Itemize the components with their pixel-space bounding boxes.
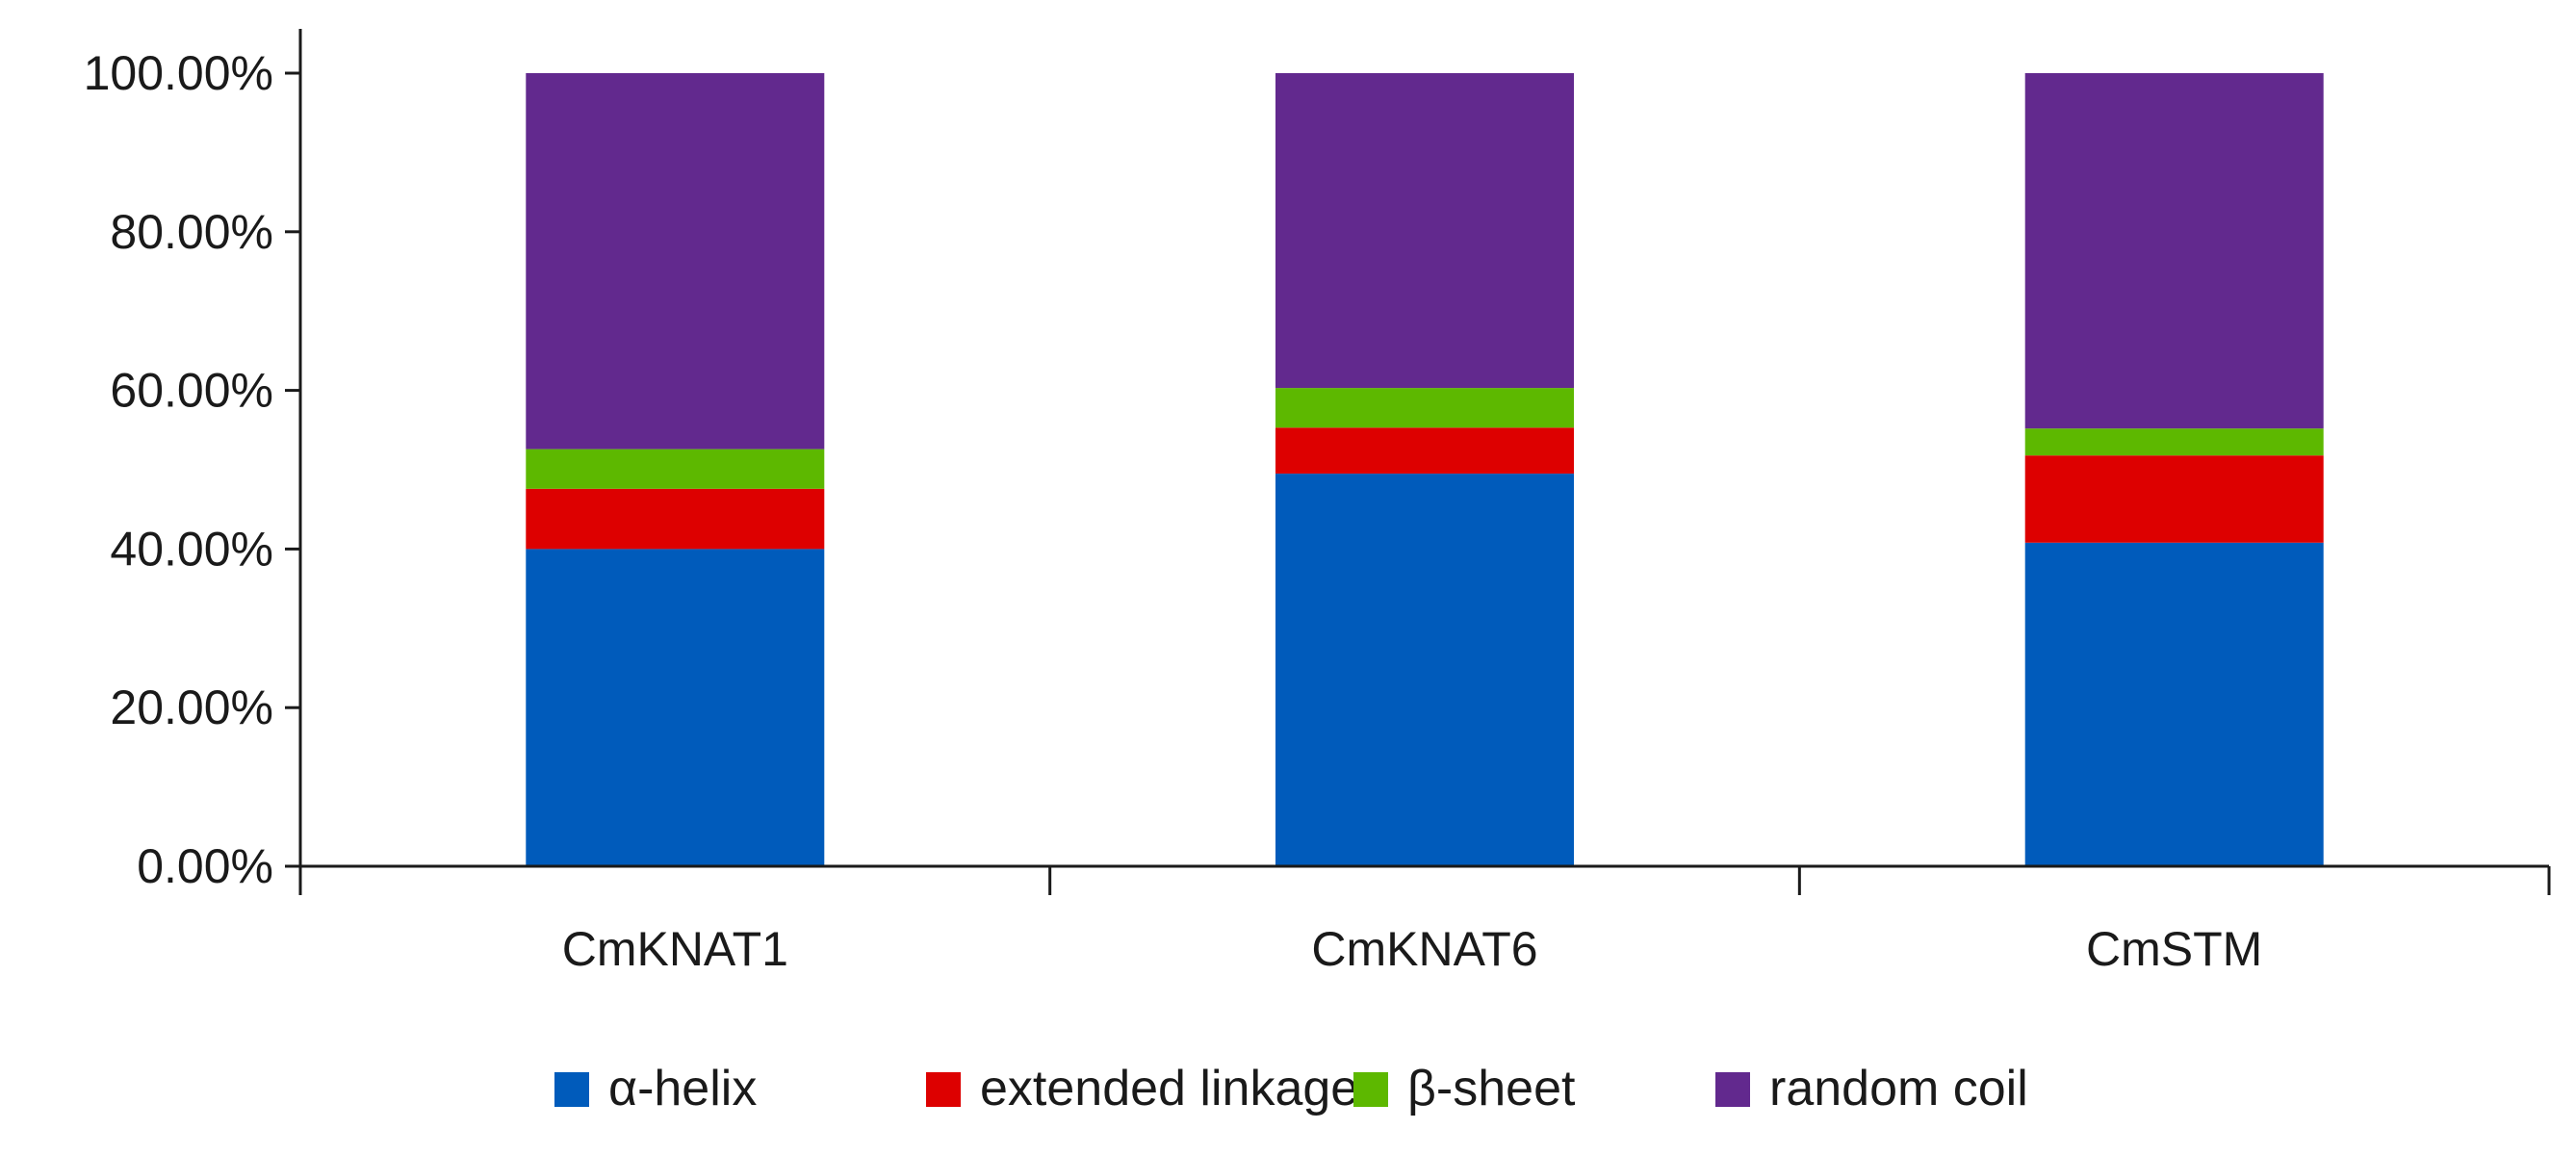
- legend: α-helix extended linkage β-sheet random coi…: [554, 1061, 2028, 1116]
- bar-segment-cmknat1-3: [526, 73, 825, 449]
- y-tick-label: 0.00%: [137, 839, 273, 893]
- x-tick-label: CmKNAT6: [1311, 922, 1537, 976]
- legend-label: α-helix: [608, 1061, 757, 1116]
- legend-swatch: [1353, 1072, 1388, 1107]
- bar-segment-cmknat6-3: [1275, 73, 1574, 389]
- bar-segment-cmknat6-2: [1275, 388, 1574, 428]
- bar-segment-cmknat1-1: [526, 488, 825, 550]
- bar-segment-cmknat1-2: [526, 449, 825, 489]
- y-tick-label: 100.00%: [84, 46, 273, 100]
- bar-segment-cmknat6-1: [1275, 427, 1574, 475]
- bar-segment-cmknat6-0: [1275, 474, 1574, 866]
- bar-segment-cmstm-3: [2024, 73, 2324, 429]
- legend-label: random coil: [1769, 1061, 2028, 1116]
- y-tick-label: 40.00%: [110, 522, 273, 576]
- bar-segment-cmstm-1: [2024, 455, 2324, 543]
- bar-segment-cmknat1-0: [526, 549, 825, 866]
- legend-swatch: [926, 1072, 961, 1107]
- y-tick-label: 80.00%: [110, 205, 273, 259]
- bar-segment-cmstm-2: [2024, 428, 2324, 456]
- bar-segment-cmstm-0: [2024, 542, 2324, 866]
- plot-area: [526, 73, 2324, 866]
- legend-label: extended linkage: [980, 1061, 1358, 1116]
- legend-swatch: [1715, 1072, 1750, 1107]
- legend-swatch: [554, 1072, 589, 1107]
- y-tick-label: 60.00%: [110, 364, 273, 418]
- axes: 0.00% 20.00% 40.00% 60.00% 80.00% 100.00% CmKN…: [84, 29, 2551, 976]
- y-tick-label: 20.00%: [110, 680, 273, 734]
- x-tick-label: CmSTM: [2086, 922, 2262, 976]
- x-tick-label: CmKNAT1: [562, 922, 788, 976]
- legend-label: β-sheet: [1407, 1061, 1576, 1116]
